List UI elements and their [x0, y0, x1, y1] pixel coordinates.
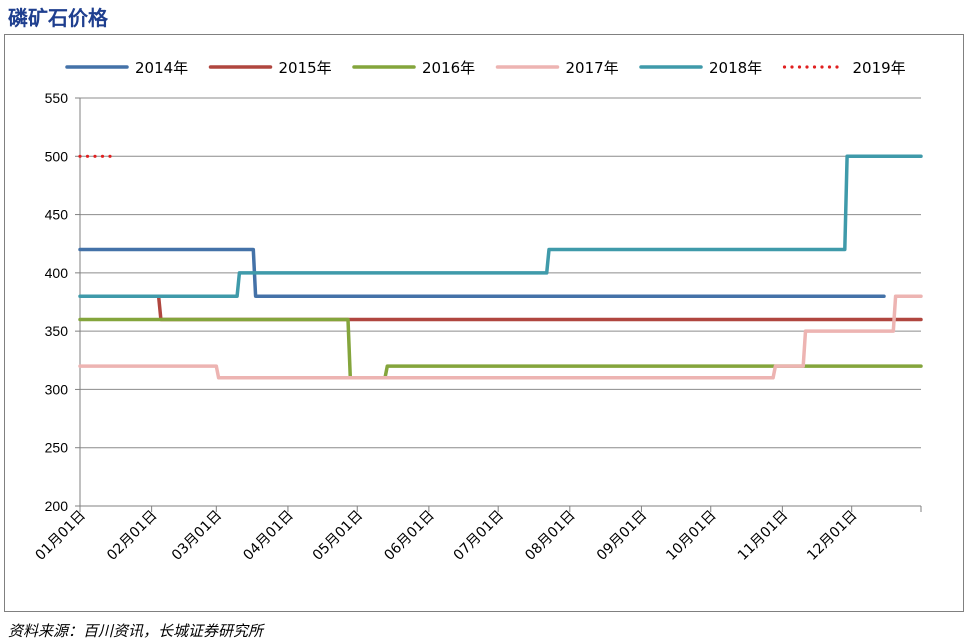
series-line: [156, 294, 923, 322]
y-tick-label: 500: [45, 148, 69, 164]
chart-frame: [4, 34, 964, 612]
y-tick-label: 350: [45, 323, 69, 339]
series-line: [78, 317, 923, 380]
legend-label: 2019年: [853, 59, 906, 77]
series-lines: [78, 154, 923, 380]
x-tick-label: 03月01日: [169, 508, 225, 564]
x-tick-label: 08月01日: [522, 508, 578, 564]
page-title: 磷矿石价格: [8, 6, 108, 30]
axes: 200 250 300 350 400 450 500 550 01月01日 02月01日 03月0…: [33, 90, 922, 564]
legend-label: 2015年: [279, 59, 332, 77]
y-tick-label: 200: [45, 498, 69, 514]
x-tick-label: 07月01日: [451, 508, 507, 564]
y-tick-label: 400: [45, 265, 69, 281]
x-tick-label: 10月01日: [663, 508, 719, 564]
legend-label: 2014年: [135, 59, 188, 77]
series-line: [78, 294, 923, 380]
legend: 2014年 2015年 2016年 2017年 2018年 2019年: [65, 59, 906, 77]
y-tick-label: 300: [45, 381, 69, 397]
series-line: [78, 154, 923, 298]
y-tick-label: 550: [45, 90, 69, 106]
y-tick-label: 250: [45, 440, 69, 456]
legend-label: 2017年: [566, 59, 619, 77]
legend-label: 2016年: [422, 59, 475, 77]
x-tick-label: 04月01日: [240, 508, 296, 564]
x-tick-label: 02月01日: [104, 508, 160, 564]
x-tick-label: 01月01日: [33, 508, 89, 564]
x-tick-label: 11月01日: [735, 508, 791, 564]
y-tick-label: 450: [45, 207, 69, 223]
gridlines: [80, 97, 921, 507]
x-tick-label: 09月01日: [594, 508, 650, 564]
source-note: 资料来源：百川资讯，长城证券研究所: [8, 622, 264, 640]
x-tick-label: 05月01日: [310, 508, 366, 564]
legend-label: 2018年: [709, 59, 762, 77]
x-tick-label: 12月01日: [804, 508, 860, 564]
x-tick-label: 06月01日: [381, 508, 437, 564]
